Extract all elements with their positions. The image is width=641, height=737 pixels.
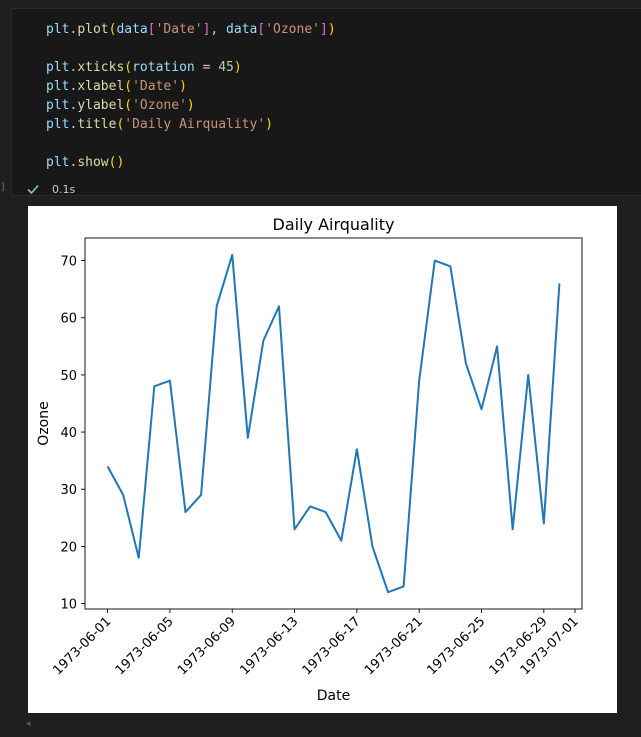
code-token: 'Ozone' — [265, 22, 320, 37]
code-token: plt — [46, 60, 70, 75]
x-axis-label: Date — [317, 688, 350, 704]
x-tick-label: 1973-06-25 — [424, 614, 488, 678]
code-token: ( — [124, 98, 133, 113]
code-token: [ — [257, 22, 266, 37]
code-token: data — [226, 22, 258, 37]
line-chart: Daily Airquality Date Ozone 10 20 30 40 50 60… — [36, 215, 583, 704]
chart-title: Daily Airquality — [273, 215, 395, 234]
code-token: 'Daily Airquality' — [124, 117, 266, 132]
y-tick-label: 40 — [60, 426, 77, 441]
code-token: xticks — [77, 60, 125, 75]
code-line: plt.xticks(rotation = 45) — [46, 58, 336, 77]
execution-status: 0.1s — [26, 181, 75, 197]
code-token: show — [77, 155, 109, 170]
code-token: ylabel — [77, 98, 125, 113]
x-tick-label: 1973-06-13 — [237, 614, 301, 678]
code-token: plt — [46, 79, 70, 94]
y-tick-label: 30 — [60, 483, 77, 498]
code-token: plt — [46, 22, 70, 37]
y-axis-label: Ozone — [36, 401, 52, 445]
code-token: () — [108, 155, 125, 170]
code-token: = — [194, 60, 219, 75]
code-token: plt — [46, 98, 70, 113]
code-token: rotation — [132, 60, 195, 75]
y-tick-label: 70 — [60, 255, 77, 270]
code-token: xlabel — [77, 79, 125, 94]
code-token: [ — [147, 22, 156, 37]
code-token: ) — [179, 79, 187, 94]
code-token: ] — [319, 22, 328, 37]
code-token: plt — [46, 155, 70, 170]
code-token: . — [69, 117, 78, 132]
code-line: plt.plot(data['Date'], data['Ozone']) — [46, 20, 336, 39]
code-token: ) — [327, 22, 336, 37]
code-token: ) — [265, 117, 273, 132]
code-token: ( — [124, 60, 133, 75]
code-token: plot — [77, 22, 109, 37]
code-token: ) — [186, 98, 195, 113]
plot-frame — [84, 237, 583, 610]
code-token: , — [210, 22, 227, 37]
code-token: . — [69, 60, 78, 75]
y-tick-label: 50 — [60, 369, 77, 384]
code-token: ( — [108, 22, 117, 37]
x-axis: 1973-06-011973-06-051973-06-091973-06-13… — [50, 609, 582, 678]
series-ozone — [106, 253, 561, 594]
code-line — [46, 134, 336, 153]
y-tick-label: 10 — [60, 598, 77, 613]
code-token: ) — [233, 60, 242, 75]
x-tick-label: 1973-06-17 — [300, 614, 364, 678]
execution-time: 0.1s — [52, 182, 76, 196]
code-line: plt.ylabel('Ozone') — [46, 96, 336, 115]
code-token: 'Date' — [155, 22, 203, 37]
series-line — [106, 253, 561, 594]
code-token: . — [69, 98, 78, 113]
code-token: ( — [116, 117, 125, 132]
x-tick-label: 1973-06-01 — [50, 614, 114, 678]
y-axis: 10 20 30 40 50 60 70 — [60, 255, 85, 613]
x-tick-label: 1973-06-05 — [113, 614, 177, 678]
code-line: plt.show() — [46, 153, 336, 172]
y-tick-label: 60 — [60, 312, 77, 327]
code-token: plt — [46, 117, 70, 132]
code-token: . — [69, 155, 78, 170]
output-cell: Daily Airquality Date Ozone 10 20 30 40 50 60… — [28, 206, 617, 713]
code-token: ] — [202, 22, 211, 37]
code-line: plt.title('Daily Airquality') — [46, 115, 336, 134]
code-editor[interactable]: plt.plot(data['Date'], data['Ozone']) plt… — [46, 20, 336, 172]
x-tick-label: 1973-06-09 — [175, 614, 239, 678]
code-token: 'Ozone' — [132, 98, 187, 113]
code-line — [46, 39, 336, 58]
code-token: ( — [124, 79, 133, 94]
cell-gutter-marker: ] — [0, 182, 7, 193]
y-tick-label: 20 — [60, 540, 77, 555]
code-token: 45 — [218, 60, 234, 75]
code-token: title — [77, 117, 117, 132]
x-tick-label: 1973-06-21 — [362, 614, 426, 678]
code-token: . — [69, 79, 78, 94]
code-token: 'Date' — [132, 79, 180, 94]
check-icon — [27, 184, 39, 195]
code-line: plt.xlabel('Date') — [46, 77, 336, 96]
code-token: data — [116, 22, 148, 37]
code-token: . — [69, 22, 78, 37]
code-cell[interactable]: plt.plot(data['Date'], data['Ozone']) plt… — [11, 8, 641, 196]
scroll-left-icon[interactable]: ◂ — [26, 719, 31, 729]
